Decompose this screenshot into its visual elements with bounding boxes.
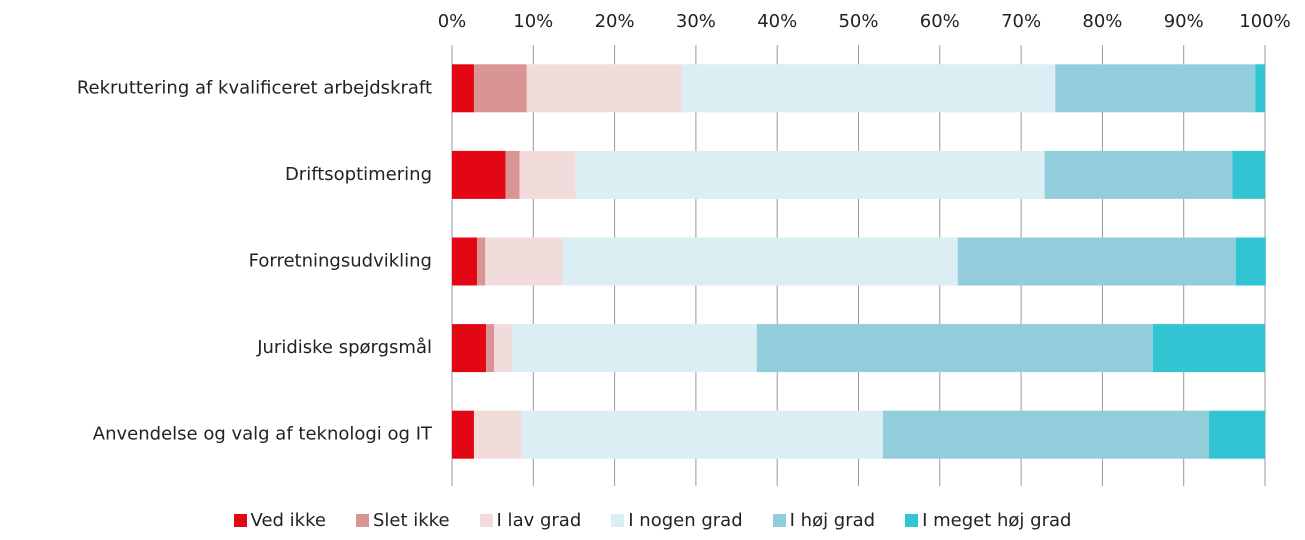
bar-segment — [452, 324, 487, 373]
bar-segment — [1055, 64, 1256, 113]
legend-item: I lav grad — [479, 510, 582, 531]
bar-segment — [1208, 410, 1265, 459]
y-tick-label: Anvendelse og valg af teknologi og IT — [93, 424, 433, 445]
bar-segment — [1255, 64, 1265, 113]
bar-segment — [473, 410, 522, 459]
bar-segment — [485, 237, 563, 286]
legend-label: I nogen grad — [628, 510, 743, 531]
x-tick-label: 0% — [438, 11, 467, 32]
bar-segment — [1152, 324, 1265, 373]
y-tick-label: Driftsoptimering — [285, 164, 432, 185]
bar-segment — [526, 64, 683, 113]
bar-segment — [494, 324, 513, 373]
x-tick-label: 90% — [1164, 11, 1204, 32]
legend-item: I nogen grad — [611, 510, 743, 531]
bar-segment — [1044, 150, 1233, 199]
bar-segment — [486, 324, 495, 373]
legend-swatch — [479, 514, 493, 527]
bar-segment — [1235, 237, 1266, 286]
bar-segment — [882, 410, 1209, 459]
x-tick-label: 40% — [757, 11, 797, 32]
x-tick-label: 60% — [920, 11, 960, 32]
y-tick-label: Juridiske spørgsmål — [256, 337, 432, 358]
bar-segment — [452, 237, 478, 286]
bar-segment — [575, 150, 1045, 199]
legend-swatch — [611, 514, 625, 527]
legend-swatch — [905, 514, 919, 527]
bar-segment — [957, 237, 1236, 286]
y-tick-label: Forretningsudvikling — [249, 251, 432, 272]
x-tick-label: 10% — [513, 11, 553, 32]
bar-segment — [512, 324, 757, 373]
legend-swatch — [355, 514, 369, 527]
bar-segment — [452, 64, 474, 113]
x-tick-label: 20% — [595, 11, 635, 32]
legend-item: I meget høj grad — [905, 510, 1071, 531]
bar-segment — [1232, 150, 1265, 199]
legend-swatch — [233, 514, 247, 527]
y-tick-label: Rekruttering af kvalificeret arbejdskraf… — [77, 77, 432, 98]
bar-segment — [562, 237, 958, 286]
bar-segment — [452, 410, 474, 459]
legend-label: I meget høj grad — [922, 510, 1072, 531]
legend-label: I lav grad — [496, 510, 582, 531]
x-tick-label: 50% — [838, 11, 878, 32]
legend-label: I høj grad — [789, 510, 876, 531]
chart: 0% 10% 20% 30% 40% 50% 60% 70% 80% 90% 100% Rekrutt… — [77, 11, 1291, 486]
legend-item: Ved ikke — [233, 510, 326, 531]
legend-label: Slet ikke — [372, 510, 450, 531]
x-tick-label: 70% — [1001, 11, 1041, 32]
bar-segment — [521, 410, 883, 459]
bar-segment — [505, 150, 520, 199]
bar-segment — [473, 64, 527, 113]
bar-segment — [756, 324, 1153, 373]
legend: Ved ikke Slet ikke I lav grad I nogen grad I… — [0, 510, 1305, 531]
x-tick-label: 30% — [676, 11, 716, 32]
legend-item: Slet ikke — [355, 510, 450, 531]
legend-swatch — [772, 514, 786, 527]
x-tick-label: 100% — [1239, 11, 1290, 32]
bar-segment — [452, 150, 506, 199]
legend-item: I høj grad — [772, 510, 876, 531]
bar-segment — [477, 237, 486, 286]
bar-segment — [682, 64, 1056, 113]
legend-label: Ved ikke — [250, 510, 326, 531]
bar-segment — [519, 150, 576, 199]
x-tick-label: 80% — [1082, 11, 1122, 32]
